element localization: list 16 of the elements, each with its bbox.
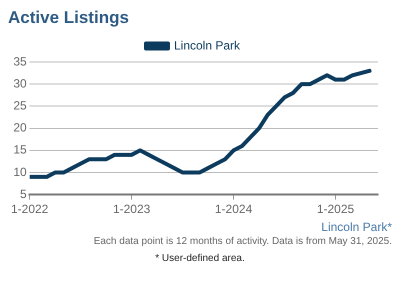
x-tick-label: 1-2022 xyxy=(10,202,49,216)
y-tick-label: 25 xyxy=(13,98,27,113)
x-tick-label: 1-2024 xyxy=(214,202,253,216)
y-tick-label: 15 xyxy=(13,142,27,157)
x-tick-label: 1-2025 xyxy=(316,202,355,216)
legend-label: Lincoln Park xyxy=(174,38,242,52)
y-tick-label: 35 xyxy=(13,54,27,68)
y-tick-label: 10 xyxy=(13,164,27,179)
chart-title: Active Listings xyxy=(8,8,130,28)
y-tick-label: 5 xyxy=(20,186,27,201)
text: * User-defined area. xyxy=(154,253,246,264)
text: Lincoln Park* xyxy=(320,220,392,234)
y-tick-label: 20 xyxy=(13,120,27,135)
text: Each data point is 12 months of activity. Data is from May 31, 2025. xyxy=(92,236,392,247)
x-tick-label: 1-2023 xyxy=(112,202,151,216)
y-tick-label: 30 xyxy=(13,76,27,90)
